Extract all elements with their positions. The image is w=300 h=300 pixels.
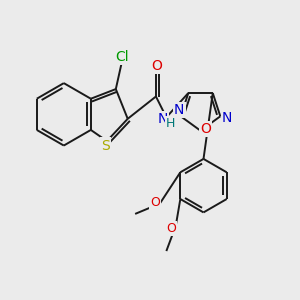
Text: Cl: Cl (115, 50, 129, 64)
Text: O: O (200, 122, 211, 136)
Text: H: H (166, 117, 176, 130)
Text: N: N (158, 112, 168, 126)
Text: S: S (101, 139, 110, 152)
Text: O: O (151, 59, 162, 73)
Text: N: N (222, 111, 232, 125)
Text: O: O (166, 222, 176, 235)
Text: O: O (150, 196, 160, 209)
Text: N: N (174, 103, 184, 117)
